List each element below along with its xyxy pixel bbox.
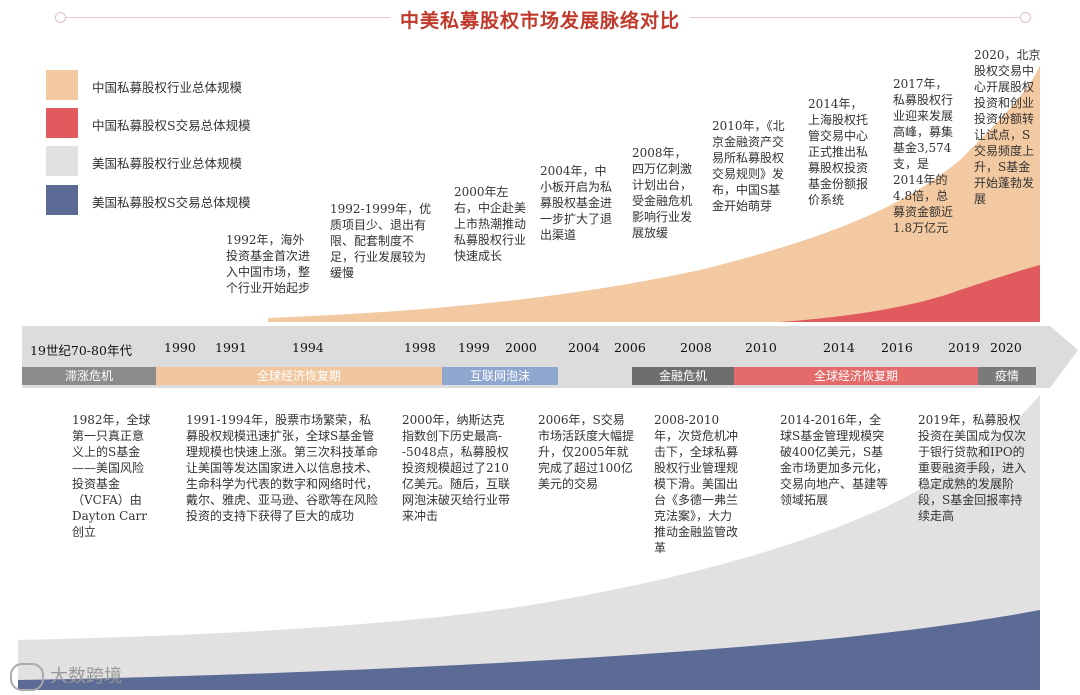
us-event-2008-2010: 2008-2010年，次贷危机冲击下，全球私募股权行业管理规模下滑。美国出台《多… <box>654 413 739 555</box>
year-label: 2004 <box>568 340 600 355</box>
us-event-1991-1994: 1991-1994年，股票市场繁荣，私募股权规模迅速扩张，全球S基金管理规模也快… <box>186 413 379 523</box>
legend-label: 中国私募股权行业总体规模 <box>92 80 243 95</box>
page-title: 中美私募股权市场发展脉络对比 <box>399 10 680 32</box>
era-recovery-1: 全球经济恢复期 <box>156 367 442 385</box>
year-label: 2014 <box>823 340 855 355</box>
year-label: 1998 <box>404 340 436 355</box>
year-label: 2006 <box>614 340 646 355</box>
era-financial-crisis: 金融危机 <box>632 367 734 385</box>
era-stagflation: 滞涨危机 <box>22 367 156 385</box>
us-event-2019: 2019年，私募股权投资在美国成为仅次于银行贷款和IPO的重要融资手段，进入稳定… <box>918 413 1027 523</box>
brand-logo: 大数跨境 <box>10 662 122 691</box>
year-label: 2008 <box>680 340 712 355</box>
us-event-1982: 1982年，全球第一只真正意义上的S基金——美国风险投资基金（VCFA）由Day… <box>72 413 151 539</box>
us-event-2000: 2000年，纳斯达克指数创下历史最高--5048点，私募股权投资规模超过了210… <box>402 413 511 523</box>
year-label: 1999 <box>458 340 490 355</box>
title-left-line <box>60 17 390 18</box>
legend-swatch <box>46 70 78 100</box>
china-event-1992-1999: 1992-1999年，优质项目少、退出有限、配套制度不足，行业发展较为缓慢 <box>330 202 432 280</box>
china-event-2000: 2000年左右，中企赴美上市热潮推动私募股权行业快速成长 <box>454 185 527 263</box>
year-label: 2016 <box>881 340 913 355</box>
china-event-2014: 2014年，上海股权托管交易中心正式推出私募股权投资基金份额报价系统 <box>808 97 869 207</box>
era-dotcom: 互联网泡沫 <box>442 367 558 385</box>
legend-swatch <box>46 108 78 138</box>
china-event-2017: 2017年，私募股权行业迎来发展高峰，募集基金3,574支，是2014年的4.8… <box>893 77 954 235</box>
year-label: 2019 <box>948 340 980 355</box>
logo-text: 大数跨境 <box>50 666 122 687</box>
us-event-2006: 2006年，S交易市场活跃度大幅提升，仅2005年就完成了超过100亿美元的交易 <box>538 413 635 491</box>
title-left-dot <box>55 12 66 23</box>
china-event-2008: 2008年，四万亿刺激计划出台，受金融危机影响行业发展放缓 <box>632 146 693 240</box>
us-s-area <box>18 610 1040 690</box>
china-event-2020: 2020，北京股权交易中心开展股权投资和创业投资份额转让试点，S交易频度上升，S… <box>974 48 1041 206</box>
title-right-dot <box>1020 12 1031 23</box>
legend-swatch <box>46 185 78 215</box>
legend-label: 中国私募股权S交易总体规模 <box>92 118 251 133</box>
china-event-2010: 2010年，《北京金融资产交易所私募股权交易规则》发布，中国S基金开始萌芽 <box>712 119 785 213</box>
us-event-2014-2016: 2014-2016年，全球S基金管理规模突破400亿美元，S基金市场更加多元化，… <box>780 413 889 507</box>
year-label: 1990 <box>164 340 196 355</box>
china-total-area <box>268 65 1040 322</box>
legend-label: 美国私募股权行业总体规模 <box>92 156 243 171</box>
year-label: 2010 <box>745 340 777 355</box>
china-event-2004: 2004年，中小板开启为私募股权基金进一步扩大了退出渠道 <box>540 164 613 242</box>
year-label: 1991 <box>215 340 247 355</box>
era-recovery-2: 全球经济恢复期 <box>734 367 978 385</box>
year-label: 2000 <box>505 340 537 355</box>
logo-icon <box>10 663 44 691</box>
china-s-area <box>780 265 1040 322</box>
legend-label: 美国私募股权S交易总体规模 <box>92 195 251 210</box>
us-total-area <box>18 395 1040 690</box>
legend-swatch <box>46 146 78 176</box>
year-label: 1994 <box>292 340 324 355</box>
china-event-1992: 1992年，海外投资基金首次进入中国市场，整个行业开始起步 <box>226 233 311 295</box>
year-label: 2020 <box>990 340 1022 355</box>
year-label: 19世纪70-80年代 <box>30 343 132 358</box>
era-pandemic: 疫情 <box>978 367 1036 385</box>
title-right-line <box>690 17 1020 18</box>
